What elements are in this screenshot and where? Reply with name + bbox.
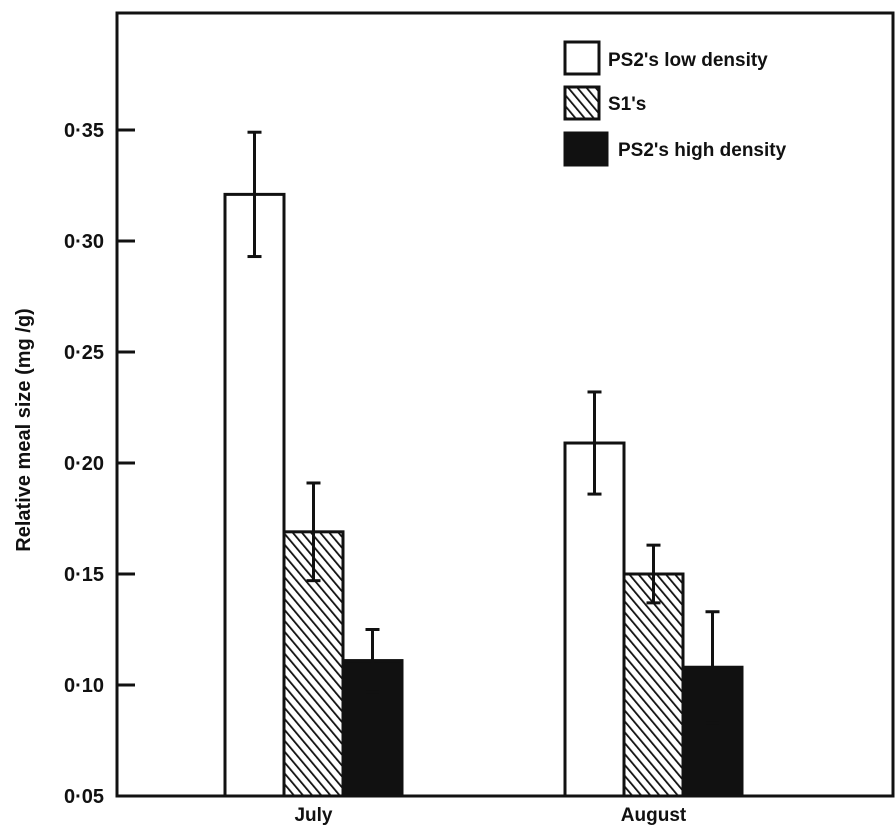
bars (223, 192, 744, 798)
error-bars (247, 130, 720, 725)
plot-frame (115, 11, 895, 798)
y-axis: 0·05 0·10 0·15 0·20 0·25 0·30 0·35 (64, 120, 135, 808)
bar (223, 192, 286, 798)
y-tick-label: 0·05 (64, 786, 104, 808)
y-tick-label: 0·15 (64, 564, 104, 586)
legend-swatch (563, 131, 609, 167)
y-tick-label: 0·30 (64, 231, 104, 253)
legend: PS2's low density S1's PS2's high density (563, 40, 787, 167)
y-axis-title: Relative meal size (mg /g) (13, 308, 35, 551)
y-tick-label: 0·35 (64, 120, 104, 142)
legend-label: PS2's high density (618, 140, 787, 161)
legend-label: S1's (608, 94, 646, 115)
bar (622, 572, 685, 798)
legend-label: PS2's low density (608, 50, 768, 71)
y-tick-label: 0·20 (64, 453, 104, 475)
x-axis: July August (294, 805, 686, 826)
x-category-label: August (621, 805, 687, 826)
legend-swatch (563, 85, 601, 121)
bar (563, 441, 626, 798)
legend-swatch (563, 40, 601, 76)
x-category-label: July (294, 805, 332, 826)
y-tick-label: 0·10 (64, 675, 104, 697)
y-tick-label: 0·25 (64, 342, 104, 364)
